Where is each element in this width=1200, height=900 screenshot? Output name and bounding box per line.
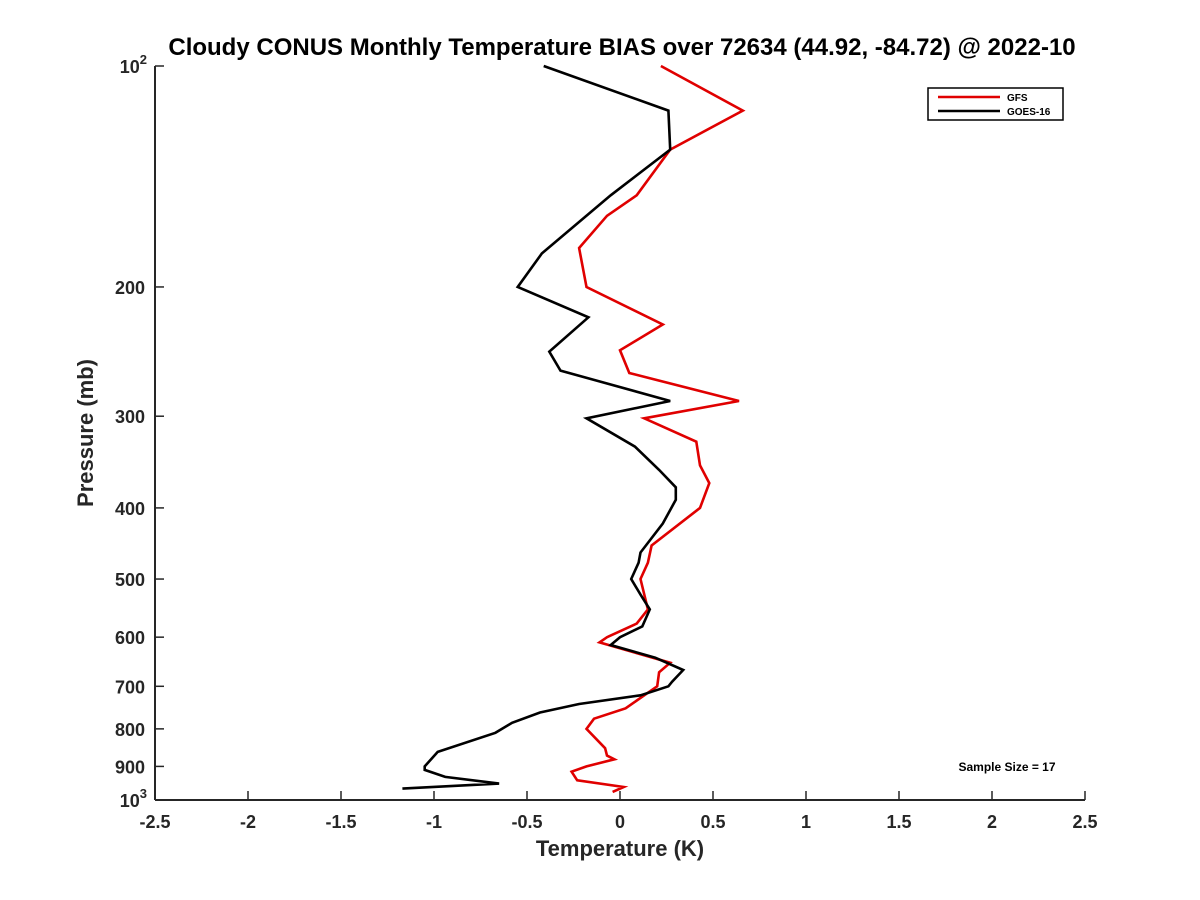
series-layer <box>402 64 746 794</box>
legend: GFS GOES-16 <box>927 87 1064 121</box>
series-line-goes-16 <box>402 64 686 790</box>
x-tick-label: 2 <box>987 812 997 832</box>
x-tick-label: -2 <box>240 812 256 832</box>
x-tick-label: -0.5 <box>511 812 542 832</box>
y-axis-label: Pressure (mb) <box>73 359 98 507</box>
x-tick-label: 2.5 <box>1072 812 1097 832</box>
plot-area <box>155 66 1085 800</box>
y-tick-label: 102 <box>120 52 147 77</box>
y-axis-ticks: 102 200 300 400 500 600 700 800 900 103 <box>115 52 164 811</box>
y-tick-label: 300 <box>115 407 145 427</box>
legend-label-gfs: GFS <box>1007 93 1028 104</box>
y-tick-label: 500 <box>115 570 145 590</box>
x-tick-label: -2.5 <box>139 812 170 832</box>
x-tick-label: -1 <box>426 812 442 832</box>
y-tick-label: 900 <box>115 757 145 777</box>
chart-title: Cloudy CONUS Monthly Temperature BIAS ov… <box>168 34 1075 61</box>
x-axis-ticks: -2.5 -2 -1.5 -1 -0.5 0 0.5 1 1.5 2 2.5 <box>139 791 1098 832</box>
series-line-gfs <box>569 64 746 794</box>
x-tick-label: 1.5 <box>886 812 911 832</box>
x-tick-label: 0 <box>615 812 625 832</box>
x-tick-label: 1 <box>801 812 811 832</box>
x-tick-label: 0.5 <box>700 812 725 832</box>
y-tick-label: 800 <box>115 720 145 740</box>
x-axis-label: Temperature (K) <box>536 836 704 861</box>
x-tick-label: -1.5 <box>325 812 356 832</box>
y-tick-label: 200 <box>115 278 145 298</box>
y-tick-label: 400 <box>115 499 145 519</box>
legend-box <box>927 87 1064 121</box>
y-tick-label: 103 <box>120 786 147 811</box>
y-tick-label: 700 <box>115 677 145 697</box>
y-tick-label: 600 <box>115 628 145 648</box>
legend-label-goes16: GOES-16 <box>1007 107 1051 118</box>
sample-size-annotation: Sample Size = 17 <box>958 760 1055 774</box>
